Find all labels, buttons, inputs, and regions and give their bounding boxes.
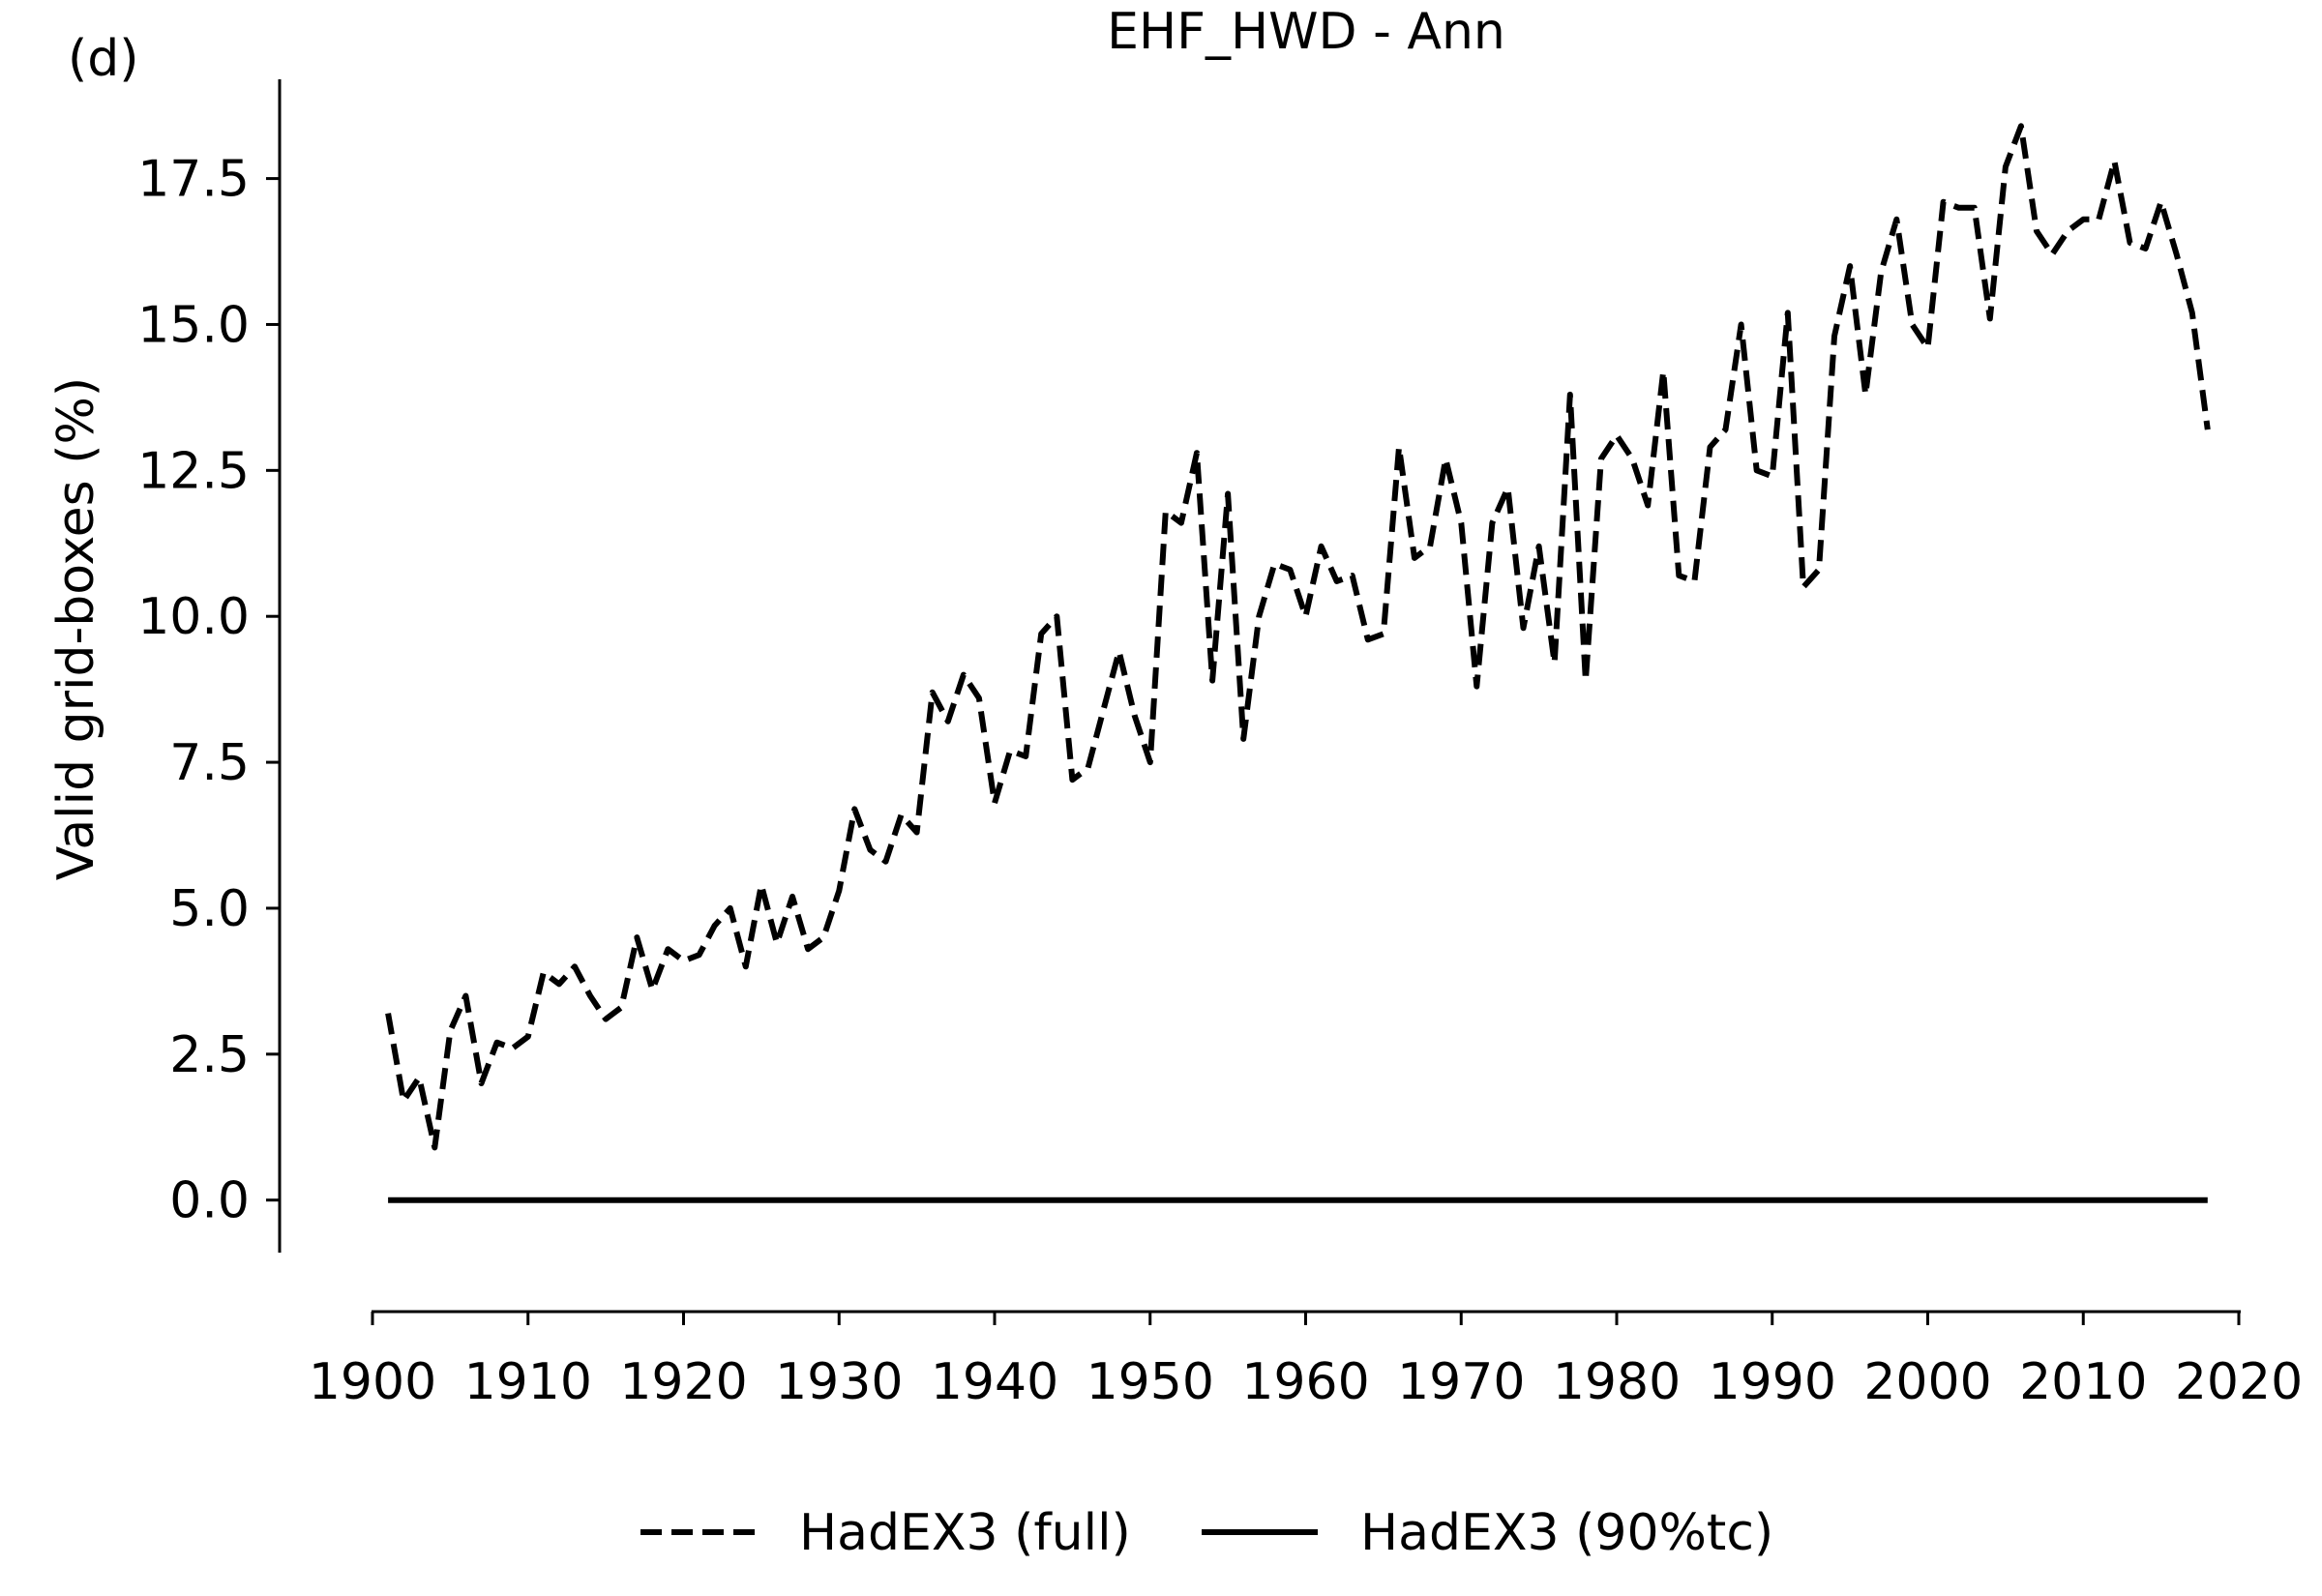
x-tick-label: 1930	[775, 1353, 903, 1411]
x-tick-label: 2000	[1863, 1353, 1991, 1411]
x-axis-ticks: 1900 1910 1920 1930 1940 1950 1960 1970 1980 1990…	[309, 1312, 2303, 1411]
y-tick-label: 15.0	[137, 296, 250, 354]
x-tick-label: 2020	[2175, 1353, 2303, 1411]
y-axis-ticks: 0.0 2.5 5.0 7.5 10.0 12.5 15.0 17.5	[137, 151, 280, 1230]
y-tick-label: 5.0	[169, 880, 250, 938]
y-tick-label: 17.5	[137, 151, 250, 209]
y-axis-label: Valid grid-boxes (%)	[47, 377, 105, 880]
x-tick-label: 1920	[619, 1353, 747, 1411]
x-tick-label: 1910	[464, 1353, 592, 1411]
x-tick-label: 1970	[1397, 1353, 1525, 1411]
y-tick-label: 10.0	[137, 588, 250, 646]
legend: HadEX3 (full) HadEX3 (90%tc)	[640, 1504, 1773, 1562]
x-tick-label: 1900	[309, 1353, 436, 1411]
x-tick-label: 1940	[931, 1353, 1058, 1411]
y-tick-label: 7.5	[169, 734, 250, 792]
legend-label-90tc: HadEX3 (90%tc)	[1360, 1504, 1773, 1562]
series-layer	[385, 123, 2211, 1203]
x-tick-label: 1960	[1241, 1353, 1369, 1411]
x-tick-label: 1980	[1553, 1353, 1681, 1411]
x-tick-label: 2010	[2019, 1353, 2147, 1411]
chart-title: EHF_HWD - Ann	[1107, 3, 1505, 61]
y-tick-label: 12.5	[137, 442, 250, 500]
panel-label: (d)	[68, 30, 139, 88]
x-tick-label: 1950	[1087, 1353, 1214, 1411]
series-line-full	[385, 123, 2211, 1151]
y-tick-label: 2.5	[169, 1026, 250, 1084]
y-tick-label: 0.0	[169, 1172, 250, 1230]
legend-label-full: HadEX3 (full)	[799, 1504, 1131, 1562]
x-tick-label: 1990	[1709, 1353, 1836, 1411]
